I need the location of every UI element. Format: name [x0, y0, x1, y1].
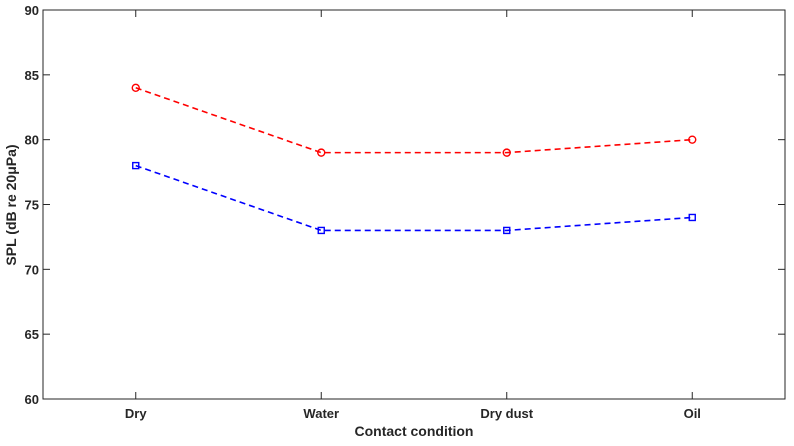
y-tick-label: 80	[25, 133, 39, 148]
data-point-red-circles	[502, 148, 511, 157]
x-tick-label: Water	[303, 406, 339, 421]
data-point-red-circles	[131, 83, 140, 93]
x-axis-label: Contact condition	[355, 423, 474, 439]
y-tick-label: 60	[25, 392, 39, 407]
data-point-blue-squares	[317, 226, 325, 235]
series-line-blue-squares	[135, 164, 693, 232]
x-tick-label: Dry dust	[480, 406, 533, 421]
data-point-red-circles	[317, 148, 326, 157]
data-point-red-circles	[688, 135, 697, 144]
y-tick-label: 90	[25, 3, 39, 18]
y-tick-label: 70	[25, 262, 39, 277]
data-point-blue-squares	[132, 161, 140, 170]
plot-area	[42, 9, 786, 400]
y-tick-label: 85	[25, 68, 39, 83]
y-tick-label: 65	[25, 327, 39, 342]
y-axis-label: SPL (dB re 20μPa)	[3, 144, 19, 265]
data-point-blue-squares	[503, 226, 511, 235]
x-tick-label: Dry	[125, 406, 147, 421]
data-point-blue-squares	[688, 213, 696, 222]
series-line-red-circles	[135, 87, 693, 154]
y-tick-label: 75	[25, 198, 39, 213]
x-tick-label: Oil	[684, 406, 701, 421]
